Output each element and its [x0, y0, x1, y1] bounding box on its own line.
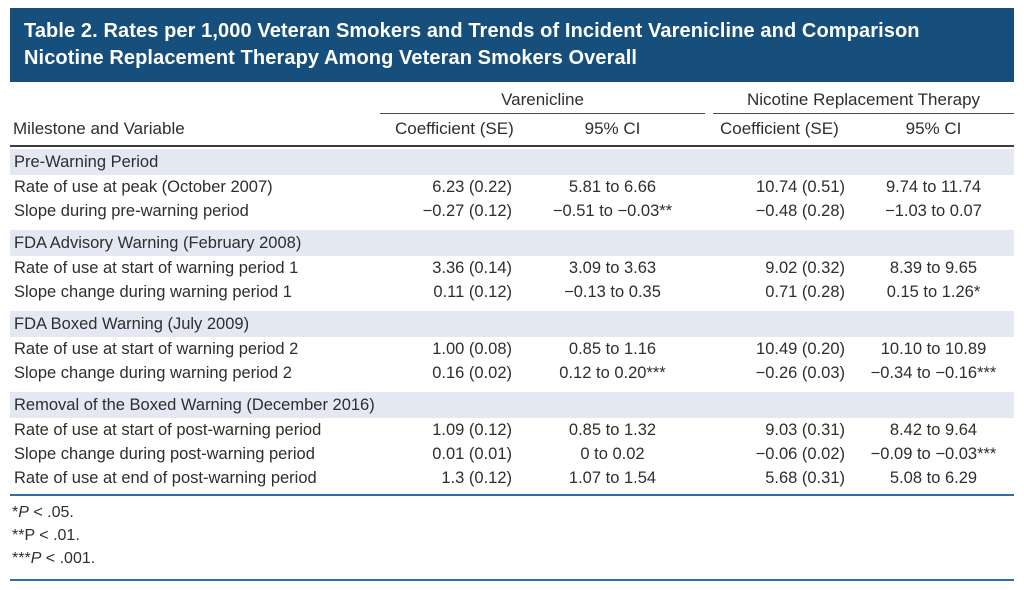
footnote-line: ***P < .001. [12, 547, 1014, 570]
cell-varenicline-ci: 0 to 0.02 [580, 445, 645, 463]
cell-varenicline-ci: 5.81 to 6.66 [568, 178, 657, 196]
cell-varenicline-ci: −0.51 to −0.03** [552, 202, 673, 220]
cell-nrt-coefficient: 10.74 (0.51) [756, 178, 845, 196]
column-header-varenicline-ci: 95% CI [584, 119, 641, 138]
column-group-nrt: Nicotine Replacement Therapy [713, 89, 1014, 114]
table-row: Slope during pre-warning period −0.27 (0.… [10, 199, 1014, 223]
cell-milestone-label: Slope change during post-warning period [14, 445, 315, 463]
cell-nrt-coefficient: −0.26 (0.03) [755, 364, 845, 382]
cell-nrt-coefficient: 0.71 (0.28) [765, 283, 845, 301]
table-row: Rate of use at peak (October 2007) 6.23 (… [10, 175, 1014, 199]
table-title-line1: Table 2. Rates per 1,000 Veteran Smokers… [24, 20, 920, 42]
cell-varenicline-coefficient: 0.01 (0.01) [432, 445, 512, 463]
table-row: Slope change during warning period 1 0.11… [10, 280, 1014, 304]
section-header-row: FDA Boxed Warning (July 2009) [10, 311, 1014, 337]
cell-varenicline-coefficient: 6.23 (0.22) [432, 178, 512, 196]
footnote-threshold: < .01. [34, 527, 80, 544]
cell-varenicline-coefficient: 3.36 (0.14) [432, 259, 512, 277]
cell-nrt-coefficient: 9.03 (0.31) [765, 421, 845, 439]
column-group-varenicline: Varenicline [380, 89, 705, 114]
cell-nrt-ci: 0.15 to 1.26* [886, 283, 981, 301]
footnote-line: **P < .01. [12, 524, 1014, 547]
table: Varenicline Nicotine Replacement Therapy… [10, 82, 1014, 581]
cell-milestone-label: Slope change during warning period 1 [14, 283, 292, 301]
cell-varenicline-ci: 0.12 to 0.20*** [559, 364, 666, 382]
table-title-bar: Table 2. Rates per 1,000 Veteran Smokers… [10, 8, 1014, 82]
cell-varenicline-ci: −0.13 to 0.35 [564, 283, 661, 301]
footnote-stars: *** [12, 550, 31, 567]
cell-varenicline-ci: 1.07 to 1.54 [568, 469, 657, 487]
cell-nrt-coefficient: −0.48 (0.28) [755, 202, 845, 220]
section-header-row: Removal of the Boxed Warning (December 2… [10, 392, 1014, 418]
cell-milestone-label: Slope change during warning period 2 [14, 364, 292, 382]
cell-nrt-ci: −0.09 to −0.03*** [870, 445, 997, 463]
cell-nrt-ci: 8.39 to 9.65 [889, 259, 978, 277]
cell-milestone-label: Rate of use at peak (October 2007) [14, 178, 273, 196]
footnote-separator-rule [10, 494, 1014, 496]
cell-nrt-coefficient: 10.49 (0.20) [756, 340, 845, 358]
cell-milestone-label: Slope during pre-warning period [14, 202, 249, 220]
footnote-stars: ** [12, 527, 25, 544]
table-row: Rate of use at start of post-warning per… [10, 418, 1014, 442]
footnote-threshold: < .05. [28, 504, 74, 521]
cell-milestone-label: Rate of use at start of warning period 2 [14, 340, 299, 358]
cell-varenicline-coefficient: 0.11 (0.12) [433, 283, 512, 301]
table-bottom-rule [10, 579, 1014, 581]
table-row: Slope change during warning period 2 0.16… [10, 361, 1014, 385]
cell-milestone-label: Rate of use at start of post-warning per… [14, 421, 322, 439]
cell-nrt-ci: −0.34 to −0.16*** [870, 364, 997, 382]
cell-varenicline-coefficient: −0.27 (0.12) [422, 202, 512, 220]
footnote-p: P [30, 550, 42, 567]
column-header-milestone: Milestone and Variable [13, 119, 185, 138]
cell-nrt-ci: 9.74 to 11.74 [885, 178, 982, 196]
table-row: Rate of use at end of post-warning perio… [10, 466, 1014, 490]
section-header-row: Pre-Warning Period [10, 149, 1014, 175]
footnote-line: *P < .05. [12, 501, 1014, 524]
table-row: Slope change during post-warning period 0… [10, 442, 1014, 466]
footnote-p: P [24, 527, 35, 544]
column-header-varenicline-coefficient: Coefficient (SE) [395, 119, 514, 138]
cell-varenicline-ci: 0.85 to 1.32 [568, 421, 657, 439]
footnote-stars: * [12, 504, 19, 521]
table-row: Rate of use at start of warning period 1… [10, 256, 1014, 280]
cell-nrt-ci: 8.42 to 9.64 [889, 421, 978, 439]
column-header-nrt-coefficient: Coefficient (SE) [720, 119, 839, 138]
table-title-line2: Nicotine Replacement Therapy Among Veter… [24, 47, 638, 69]
cell-nrt-coefficient: −0.06 (0.02) [755, 445, 845, 463]
footnote-threshold: < .001. [41, 550, 96, 567]
section-header-row: FDA Advisory Warning (February 2008) [10, 230, 1014, 256]
cell-varenicline-coefficient: 1.3 (0.12) [441, 469, 512, 487]
cell-nrt-ci: −1.03 to 0.07 [885, 202, 982, 220]
cell-varenicline-ci: 3.09 to 3.63 [568, 259, 657, 277]
cell-varenicline-ci: 0.85 to 1.16 [568, 340, 657, 358]
table-header: Varenicline Nicotine Replacement Therapy… [10, 82, 1014, 147]
cell-milestone-label: Rate of use at end of post-warning perio… [14, 469, 317, 487]
cell-nrt-coefficient: 9.02 (0.32) [765, 259, 845, 277]
table-row: Rate of use at start of warning period 2… [10, 337, 1014, 361]
cell-nrt-coefficient: 5.68 (0.31) [765, 469, 845, 487]
cell-nrt-ci: 10.10 to 10.89 [880, 340, 987, 358]
cell-varenicline-coefficient: 1.00 (0.08) [432, 340, 512, 358]
cell-varenicline-coefficient: 1.09 (0.12) [432, 421, 512, 439]
column-header-nrt-ci: 95% CI [905, 119, 962, 138]
footnotes: *P < .05. **P < .01. ***P < .001. [10, 496, 1014, 575]
table-body: Pre-Warning Period Rate of use at peak (O… [10, 149, 1014, 490]
cell-varenicline-coefficient: 0.16 (0.02) [432, 364, 512, 382]
footnote-p: P [18, 504, 29, 521]
cell-nrt-ci: 5.08 to 6.29 [889, 469, 978, 487]
cell-milestone-label: Rate of use at start of warning period 1 [14, 259, 299, 277]
